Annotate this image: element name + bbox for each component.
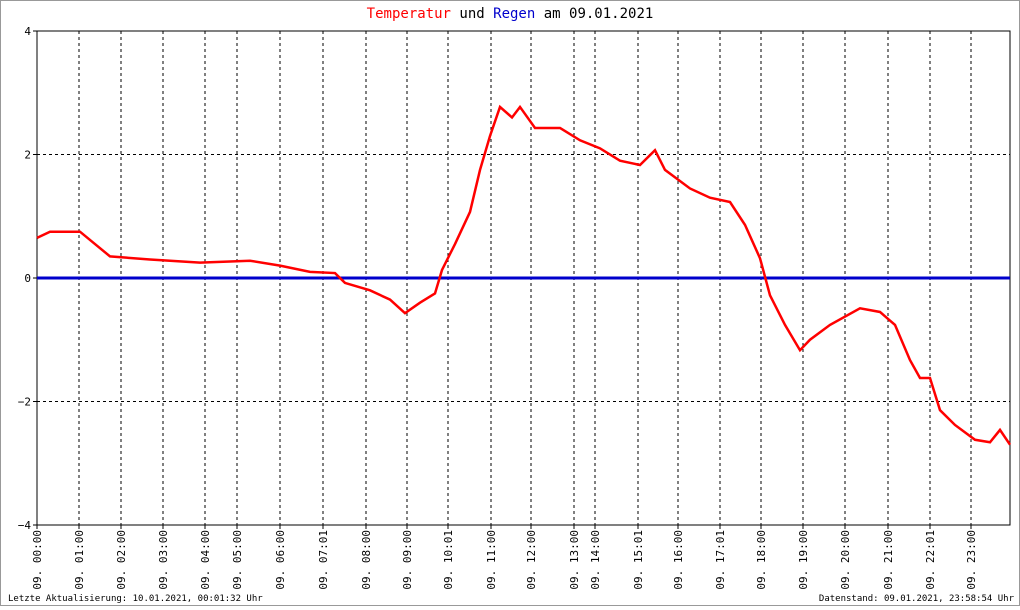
- title-part: Regen: [493, 6, 535, 22]
- x-tick-label: 09. 06:00: [274, 530, 287, 590]
- x-tick-label: 09. 08:00: [360, 530, 373, 590]
- x-tick-label: 09. 18:00: [755, 530, 768, 590]
- x-tick-label: 09. 21:00: [882, 530, 895, 590]
- x-tick-label: 09. 19:00: [797, 530, 810, 590]
- x-tick-label: 09. 23:00: [965, 530, 978, 590]
- footer-left: Letzte Aktualisierung: 10.01.2021, 00:01…: [8, 594, 263, 604]
- x-tick-label: 09. 15:01: [632, 530, 645, 590]
- title-part: am 09.01.2021: [544, 6, 654, 22]
- x-tick-label: 09. 05:00: [231, 530, 244, 590]
- x-tick-label: 09. 04:00: [199, 530, 212, 590]
- x-tick-label: 09. 03:00: [157, 530, 170, 590]
- x-tick-label: 09. 17:01: [714, 530, 727, 590]
- x-tick-label: 09. 07:01: [317, 530, 330, 590]
- x-tick-label: 09. 22:01: [924, 530, 937, 590]
- title-part: und: [459, 6, 484, 22]
- x-tick-label: 09. 16:00: [672, 530, 685, 590]
- y-tick-label: −4: [18, 519, 32, 532]
- x-tick-label: 09. 20:00: [839, 530, 852, 590]
- y-tick-label: −2: [18, 396, 31, 409]
- x-tick-label: 09. 12:00: [525, 530, 538, 590]
- y-tick-label: 2: [24, 149, 31, 162]
- x-tick-label: 09. 00:00: [31, 530, 44, 590]
- chart-title: Temperatur und Regen am 09.01.2021: [367, 6, 654, 22]
- x-tick-label: 09. 09:00: [401, 530, 414, 590]
- y-tick-label: 0: [24, 272, 31, 285]
- footer-right: Datenstand: 09.01.2021, 23:58:54 Uhr: [819, 594, 1015, 604]
- x-tick-label: 09. 10:01: [442, 530, 455, 590]
- title-part: Temperatur: [367, 6, 451, 22]
- y-tick-label: 4: [24, 25, 31, 38]
- x-tick-label: 09. 11:00: [485, 530, 498, 590]
- x-tick-label: 09. 14:00: [589, 530, 602, 590]
- x-tick-label: 09. 02:00: [115, 530, 128, 590]
- x-tick-label: 09. 13:00: [568, 530, 581, 590]
- series-line: [36, 104, 1012, 446]
- x-tick-label: 09. 01:00: [73, 530, 86, 590]
